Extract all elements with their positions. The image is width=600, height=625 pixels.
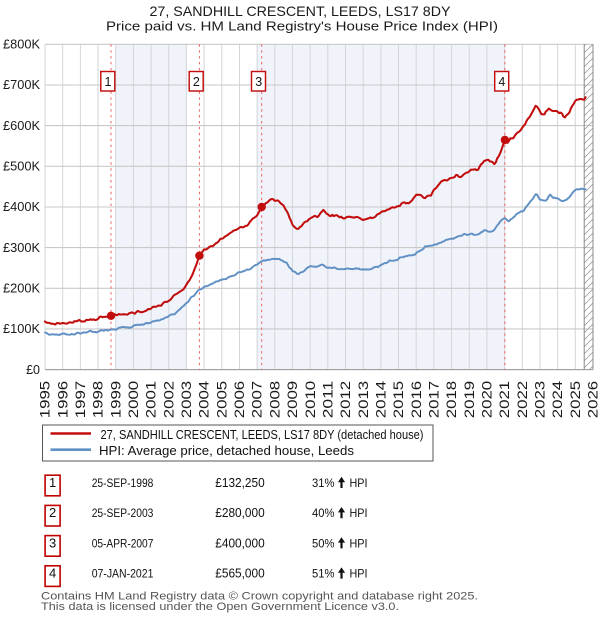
svg-text:1997: 1997 xyxy=(73,381,88,419)
svg-text:This data is licensed under th: This data is licensed under the Open Gov… xyxy=(41,601,399,613)
svg-text:1999: 1999 xyxy=(108,381,123,419)
svg-text:2: 2 xyxy=(49,505,56,520)
svg-text:£700K: £700K xyxy=(3,78,41,92)
svg-text:27, SANDHILL CRESCENT, LEEDS,: 27, SANDHILL CRESCENT, LEEDS, LS17 8DY (… xyxy=(101,427,424,442)
svg-text:50%: 50% xyxy=(312,536,335,550)
svg-text:2022: 2022 xyxy=(515,381,530,419)
svg-text:HPI: HPI xyxy=(350,567,368,581)
svg-text:2005: 2005 xyxy=(214,381,229,419)
svg-text:27, SANDHILL CRESCENT, LEEDS,: 27, SANDHILL CRESCENT, LEEDS, LS17 8DY xyxy=(150,3,452,19)
svg-text:1: 1 xyxy=(49,475,56,490)
svg-text:2024: 2024 xyxy=(550,380,565,418)
svg-text:2: 2 xyxy=(193,75,200,89)
svg-text:40%: 40% xyxy=(312,506,335,520)
svg-text:2025: 2025 xyxy=(568,381,583,419)
svg-text:2017: 2017 xyxy=(427,381,442,419)
svg-text:HPI: HPI xyxy=(350,506,368,520)
svg-text:1998: 1998 xyxy=(91,381,106,419)
svg-text:Price paid vs. HM Land Registr: Price paid vs. HM Land Registry's House … xyxy=(106,19,498,34)
svg-text:£200K: £200K xyxy=(3,282,41,296)
svg-text:31%: 31% xyxy=(312,476,335,490)
svg-text:2012: 2012 xyxy=(338,381,353,419)
svg-text:1: 1 xyxy=(105,75,112,89)
svg-text:2002: 2002 xyxy=(161,381,176,419)
svg-text:2026: 2026 xyxy=(586,381,600,419)
svg-text:2019: 2019 xyxy=(462,381,477,419)
svg-text:07-JAN-2021: 07-JAN-2021 xyxy=(92,568,154,581)
svg-text:2004: 2004 xyxy=(197,380,212,418)
svg-text:2000: 2000 xyxy=(126,381,141,419)
svg-text:HPI: HPI xyxy=(350,476,368,490)
svg-text:4: 4 xyxy=(49,566,56,581)
svg-text:2001: 2001 xyxy=(144,381,159,419)
svg-text:£100K: £100K xyxy=(3,322,41,336)
svg-text:3: 3 xyxy=(255,75,262,89)
svg-text:2021: 2021 xyxy=(497,381,512,419)
svg-text:2013: 2013 xyxy=(356,381,371,419)
svg-text:1996: 1996 xyxy=(55,381,70,419)
svg-text:51%: 51% xyxy=(312,567,335,581)
svg-text:2009: 2009 xyxy=(285,381,300,419)
svg-text:2003: 2003 xyxy=(179,381,194,419)
svg-text:3: 3 xyxy=(49,535,56,550)
svg-text:2018: 2018 xyxy=(444,381,459,419)
svg-text:£600K: £600K xyxy=(3,119,41,133)
svg-text:£400,000: £400,000 xyxy=(215,536,264,550)
svg-text:£500K: £500K xyxy=(3,160,41,174)
svg-text:2016: 2016 xyxy=(409,381,424,419)
svg-text:2011: 2011 xyxy=(320,381,335,419)
svg-text:2020: 2020 xyxy=(480,381,495,419)
svg-text:2006: 2006 xyxy=(232,381,247,419)
svg-text:£300K: £300K xyxy=(3,241,41,255)
svg-text:05-APR-2007: 05-APR-2007 xyxy=(92,537,154,550)
svg-text:2008: 2008 xyxy=(267,381,282,419)
svg-text:£0: £0 xyxy=(26,363,40,377)
svg-text:Contains HM Land Registry data: Contains HM Land Registry data © Crown c… xyxy=(41,591,478,603)
svg-text:2014: 2014 xyxy=(374,380,389,418)
svg-text:£132,250: £132,250 xyxy=(215,476,264,490)
svg-text:2007: 2007 xyxy=(250,381,265,419)
svg-text:4: 4 xyxy=(498,75,505,89)
svg-text:1995: 1995 xyxy=(38,381,53,419)
svg-text:£400K: £400K xyxy=(3,200,41,214)
svg-text:2023: 2023 xyxy=(533,381,548,419)
svg-text:25-SEP-2003: 25-SEP-2003 xyxy=(92,507,154,520)
svg-text:2015: 2015 xyxy=(391,381,406,419)
svg-text:HPI: HPI xyxy=(350,536,368,550)
svg-text:2010: 2010 xyxy=(303,381,318,419)
svg-text:25-SEP-1998: 25-SEP-1998 xyxy=(92,477,154,490)
svg-text:HPI: Average price, detached h: HPI: Average price, detached house, Leed… xyxy=(99,443,355,458)
svg-text:£800K: £800K xyxy=(3,38,41,52)
svg-text:£280,000: £280,000 xyxy=(215,506,264,520)
svg-text:£565,000: £565,000 xyxy=(215,567,264,581)
